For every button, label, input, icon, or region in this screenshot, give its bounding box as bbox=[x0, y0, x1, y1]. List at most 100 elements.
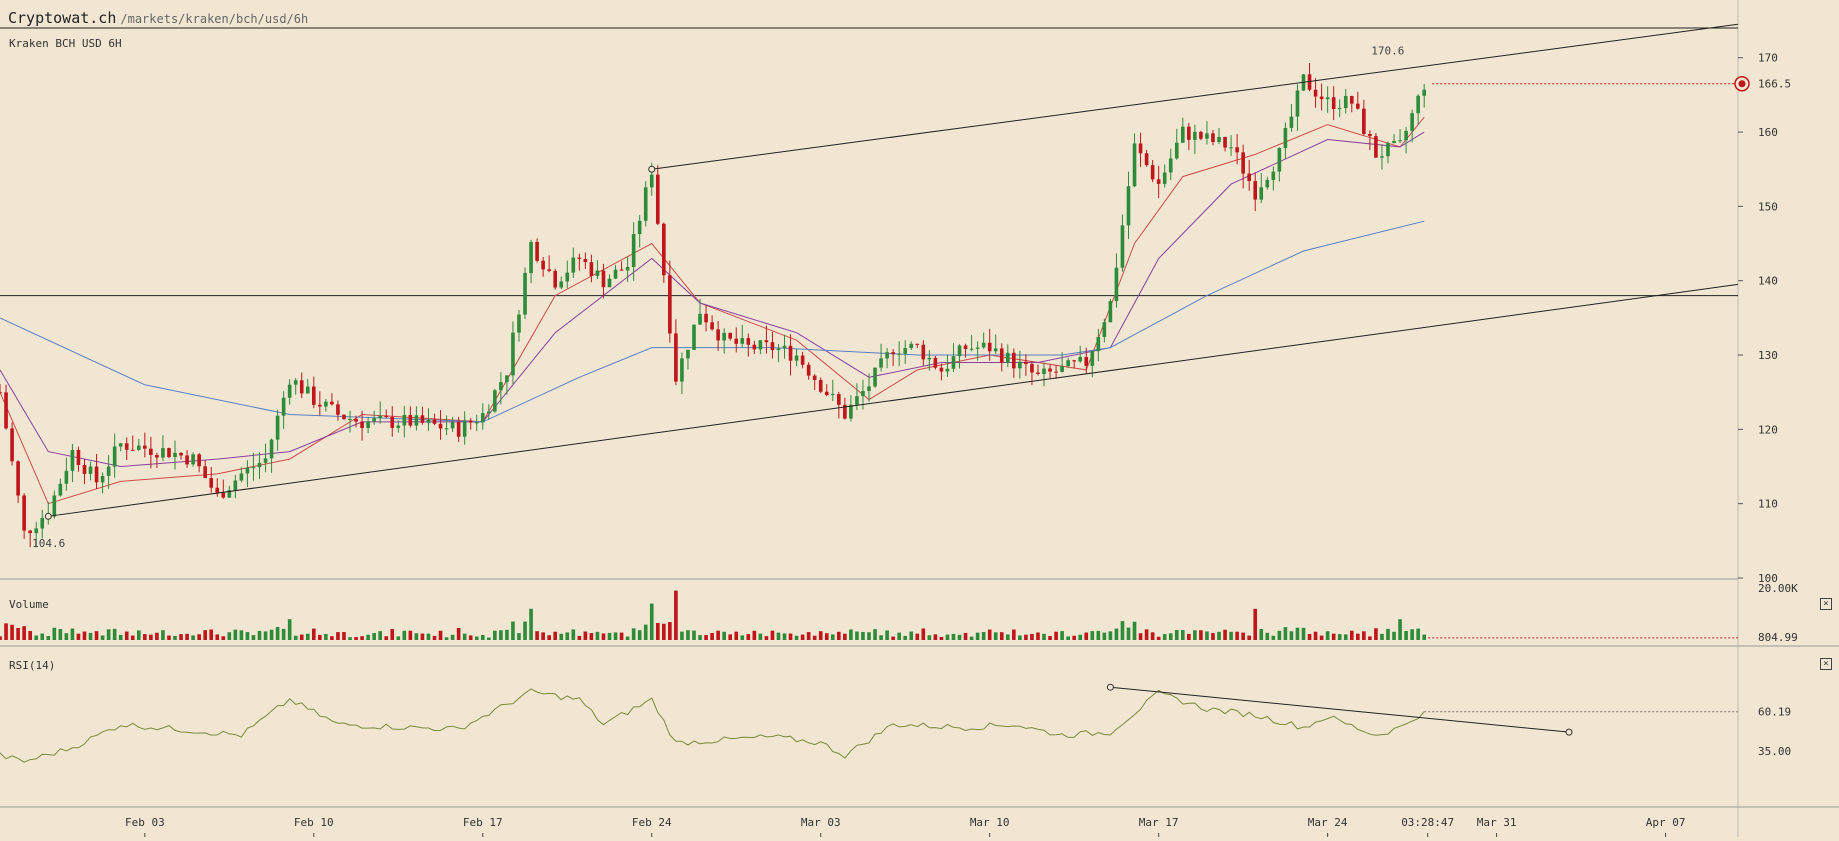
candle-body bbox=[1012, 352, 1016, 369]
candle-body bbox=[1422, 89, 1427, 96]
volume-bar bbox=[426, 633, 431, 640]
candle-body bbox=[1144, 153, 1149, 166]
volume-bar bbox=[818, 631, 823, 640]
volume-bar bbox=[571, 629, 576, 640]
candle-body bbox=[1108, 301, 1113, 323]
candle-body bbox=[1211, 133, 1215, 143]
candle-body bbox=[311, 386, 316, 405]
red-target-center bbox=[1738, 80, 1746, 88]
volume-bar bbox=[1084, 632, 1089, 640]
volume-bar bbox=[354, 637, 358, 640]
volume-bar bbox=[547, 635, 551, 640]
candle-body bbox=[547, 269, 551, 271]
time-tick-label: 03:28:47 bbox=[1401, 816, 1454, 829]
volume-bar bbox=[1120, 621, 1125, 640]
volume-bar bbox=[155, 632, 159, 640]
candle-body bbox=[764, 340, 769, 343]
volume-bar bbox=[776, 632, 781, 640]
volume-bar bbox=[758, 633, 763, 640]
candle-body bbox=[233, 480, 238, 491]
volume-bar bbox=[414, 633, 419, 640]
rsi-trendline-anchor bbox=[1565, 728, 1573, 736]
candle-body bbox=[52, 495, 57, 517]
volume-bar bbox=[529, 608, 533, 640]
candle-body bbox=[1337, 108, 1342, 110]
candle-body bbox=[674, 333, 678, 382]
volume-bar bbox=[474, 636, 479, 640]
volume-bar bbox=[1386, 628, 1390, 640]
candle-body bbox=[999, 348, 1004, 363]
volume-bar bbox=[1102, 632, 1107, 640]
candle-body bbox=[601, 270, 606, 288]
price-tick-label: 140 bbox=[1758, 275, 1778, 288]
candle-body bbox=[438, 423, 443, 429]
candle-body bbox=[800, 355, 805, 365]
volume-bar bbox=[668, 622, 672, 640]
volume-bar bbox=[861, 631, 865, 640]
candle-body bbox=[1078, 356, 1083, 362]
volume-bar bbox=[1078, 634, 1083, 640]
volume-bar bbox=[1096, 630, 1101, 640]
volume-bar bbox=[553, 631, 558, 640]
candle-body bbox=[76, 449, 81, 466]
volume-bar bbox=[1349, 630, 1354, 640]
candle-body bbox=[444, 428, 449, 430]
volume-bar bbox=[384, 636, 389, 640]
volume-bar bbox=[1054, 631, 1058, 640]
candle-body bbox=[82, 465, 87, 474]
volume-bar bbox=[800, 634, 805, 640]
volume-bar bbox=[149, 634, 153, 640]
volume-bar bbox=[885, 630, 889, 640]
candle-body bbox=[1114, 267, 1119, 302]
candle-body bbox=[583, 258, 588, 263]
candle-body bbox=[22, 495, 26, 531]
candle-body bbox=[1168, 158, 1173, 173]
candle-body bbox=[698, 313, 702, 325]
price-tick-label: 100 bbox=[1758, 572, 1778, 585]
rsi-close-icon[interactable]: × bbox=[1820, 658, 1832, 670]
volume-bar bbox=[118, 634, 123, 640]
volume-bar bbox=[360, 636, 364, 640]
volume-bar bbox=[1108, 631, 1113, 640]
volume-bar bbox=[263, 631, 268, 640]
candle-body bbox=[161, 448, 165, 458]
volume-bar bbox=[523, 621, 527, 640]
candle-body bbox=[891, 352, 895, 355]
candle-body bbox=[40, 518, 45, 529]
time-tick-label: Feb 17 bbox=[463, 816, 503, 829]
candle-body bbox=[595, 270, 600, 276]
annotations: 170.6 104.6 bbox=[32, 44, 1404, 550]
candle-body bbox=[58, 483, 63, 496]
candle-body bbox=[1319, 96, 1324, 100]
candle-body bbox=[1060, 366, 1064, 372]
brand-link[interactable]: Cryptowat.ch bbox=[8, 9, 117, 27]
candle-body bbox=[426, 419, 431, 423]
price-axis: 100 110 120 130 140 150 160 170 bbox=[1738, 52, 1778, 585]
high-annotation: 170.6 bbox=[1371, 44, 1404, 57]
price-tick-label: 130 bbox=[1758, 349, 1778, 362]
candle-body bbox=[1392, 140, 1396, 144]
volume-bar bbox=[788, 633, 793, 640]
volume-bar bbox=[456, 627, 461, 640]
candle-body bbox=[1313, 89, 1318, 97]
candle-body bbox=[287, 384, 292, 398]
candle-body bbox=[1368, 133, 1372, 137]
volume-close-icon[interactable]: × bbox=[1820, 598, 1832, 610]
volume-bar bbox=[625, 636, 630, 640]
candle-body bbox=[1416, 95, 1420, 114]
candle-body bbox=[1259, 187, 1264, 200]
volume-bar bbox=[1005, 634, 1010, 640]
volume-bar bbox=[915, 633, 920, 640]
candle-body bbox=[1295, 90, 1300, 117]
volume-bar bbox=[1018, 635, 1022, 640]
volume-bar bbox=[293, 635, 298, 640]
volume-bar bbox=[191, 635, 195, 640]
volume-bar bbox=[70, 628, 75, 640]
volume-bar bbox=[185, 633, 189, 640]
volume-bar bbox=[275, 626, 280, 640]
volume-bar bbox=[649, 603, 654, 640]
volume-bar bbox=[336, 632, 340, 640]
candle-body bbox=[589, 262, 594, 276]
